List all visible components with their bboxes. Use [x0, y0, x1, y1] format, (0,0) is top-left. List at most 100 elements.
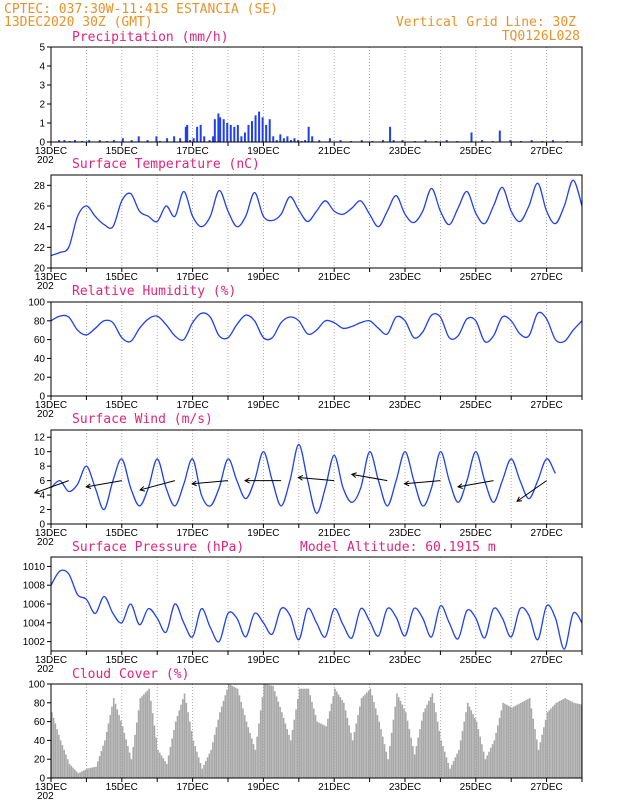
- cloud-bar: [157, 749, 159, 778]
- cloud-bar: [63, 749, 65, 778]
- cloud-bar: [537, 749, 540, 778]
- cloud-bar: [212, 742, 214, 778]
- cloud-bar: [518, 703, 520, 778]
- precip-bar: [258, 111, 261, 142]
- precip-xcut-label: 202: [37, 155, 54, 166]
- cloud-bar: [52, 717, 55, 778]
- precip-bar: [58, 140, 61, 142]
- precip-bar: [389, 126, 392, 142]
- cloud-bar: [426, 704, 428, 778]
- cloud-bar: [236, 688, 239, 778]
- cloud-bar: [88, 768, 90, 778]
- cloud-bar: [341, 699, 343, 778]
- cloud-bar: [465, 712, 467, 778]
- cloud-bar: [497, 725, 499, 778]
- cloud-bar: [521, 701, 524, 778]
- cloud-bar: [65, 754, 67, 778]
- cloud-bar: [164, 761, 166, 778]
- cloud-bar: [91, 767, 94, 778]
- cloud-bar: [272, 685, 274, 778]
- wind-series-line: [50, 443, 557, 514]
- precip-bar: [226, 123, 229, 142]
- cloud-bar: [125, 739, 127, 778]
- precip-bar: [318, 140, 321, 142]
- precip-bar: [130, 140, 133, 142]
- cloud-bar: [54, 723, 57, 778]
- wind-ytick-label: 0: [39, 520, 45, 531]
- cloud-bar: [350, 732, 352, 778]
- cloud-bar: [224, 695, 227, 778]
- cloud-bar: [213, 734, 216, 778]
- cloud-bar: [252, 744, 255, 778]
- cloud-bar: [530, 708, 533, 778]
- cloud-bar: [158, 752, 161, 778]
- cloud-bar: [291, 730, 294, 778]
- cloud-bar: [150, 700, 152, 778]
- cloud-bar: [74, 769, 76, 778]
- precip-bar: [146, 140, 149, 142]
- cloud-bar: [422, 712, 425, 778]
- cloud-bar: [141, 696, 143, 778]
- cloud-bar: [543, 727, 545, 778]
- cloud-bar: [148, 688, 150, 778]
- cloud-bar: [222, 700, 225, 778]
- cloud-bar: [89, 767, 92, 778]
- wind-arrow: [34, 480, 69, 494]
- cloud-bar: [394, 706, 396, 778]
- cloud-bar: [580, 704, 582, 778]
- cloud-bar: [70, 765, 73, 778]
- cloud-bar: [380, 729, 382, 778]
- cloud-bar: [474, 717, 476, 778]
- cloud-bar: [436, 721, 439, 778]
- cloud-bar: [258, 723, 260, 778]
- precip-bar: [304, 140, 307, 142]
- cloud-bar: [548, 710, 550, 778]
- cloud-bar: [219, 712, 221, 778]
- cloud-bar: [217, 719, 219, 778]
- precip-bar: [166, 138, 169, 142]
- cloud-ytick-label: 0: [39, 774, 45, 785]
- cloud-bar: [335, 691, 338, 778]
- cloud-bar: [495, 732, 497, 778]
- cloud-bar: [282, 717, 285, 778]
- cloud-bar: [383, 744, 386, 778]
- cloud-bar: [550, 708, 552, 778]
- cloud-bar: [226, 689, 228, 778]
- wind-ytick-label: 4: [39, 491, 45, 502]
- cloud-bar: [305, 688, 308, 778]
- rh-xtick-label: 15DEC: [106, 400, 138, 411]
- wind-panel: 0 2 4 6 8 10 12 13DEC 15DEC 17DEC 19DEC 21DEC 23DEC 2…: [34, 429, 583, 548]
- cloud-bar: [452, 761, 455, 778]
- cloud-bar: [238, 695, 241, 778]
- cloud-bar: [343, 702, 345, 778]
- cloud-bar: [318, 722, 320, 778]
- cloud-bar: [309, 695, 312, 778]
- cloud-bar: [105, 731, 108, 778]
- cloud-bar: [344, 710, 347, 778]
- wind-xtick-label: 19DEC: [247, 528, 279, 539]
- cloud-bar: [320, 723, 322, 778]
- cloud-bar: [364, 694, 366, 778]
- cloud-bar: [97, 761, 99, 778]
- cloud-bar: [79, 772, 81, 778]
- cloud-bar: [535, 739, 538, 778]
- wind-arrow: [404, 480, 441, 485]
- press-xtick-label: 19DEC: [247, 655, 279, 666]
- cloud-bar: [491, 744, 494, 778]
- cloud-bar: [153, 725, 156, 778]
- precip-bar: [121, 138, 124, 142]
- precip-bar: [208, 140, 211, 142]
- wind-xtick-label: 15DEC: [106, 528, 138, 539]
- wind-ytick-label: 12: [34, 433, 46, 444]
- cloud-bar: [128, 752, 131, 778]
- cloud-bar: [81, 771, 83, 778]
- precip-bar: [155, 136, 158, 142]
- cloud-bar: [500, 710, 503, 778]
- press-panel: 1002 1004 1006 1008 1010 13DEC 15DEC 17DEC 19DEC…: [23, 556, 583, 675]
- cloud-bar: [578, 703, 581, 778]
- header-grid-note: Vertical Grid Line: 30Z: [396, 15, 576, 30]
- cloud-bar: [376, 715, 379, 778]
- cloud-bar: [348, 725, 350, 778]
- cloud-bar: [431, 693, 434, 778]
- precip-bar: [137, 136, 140, 142]
